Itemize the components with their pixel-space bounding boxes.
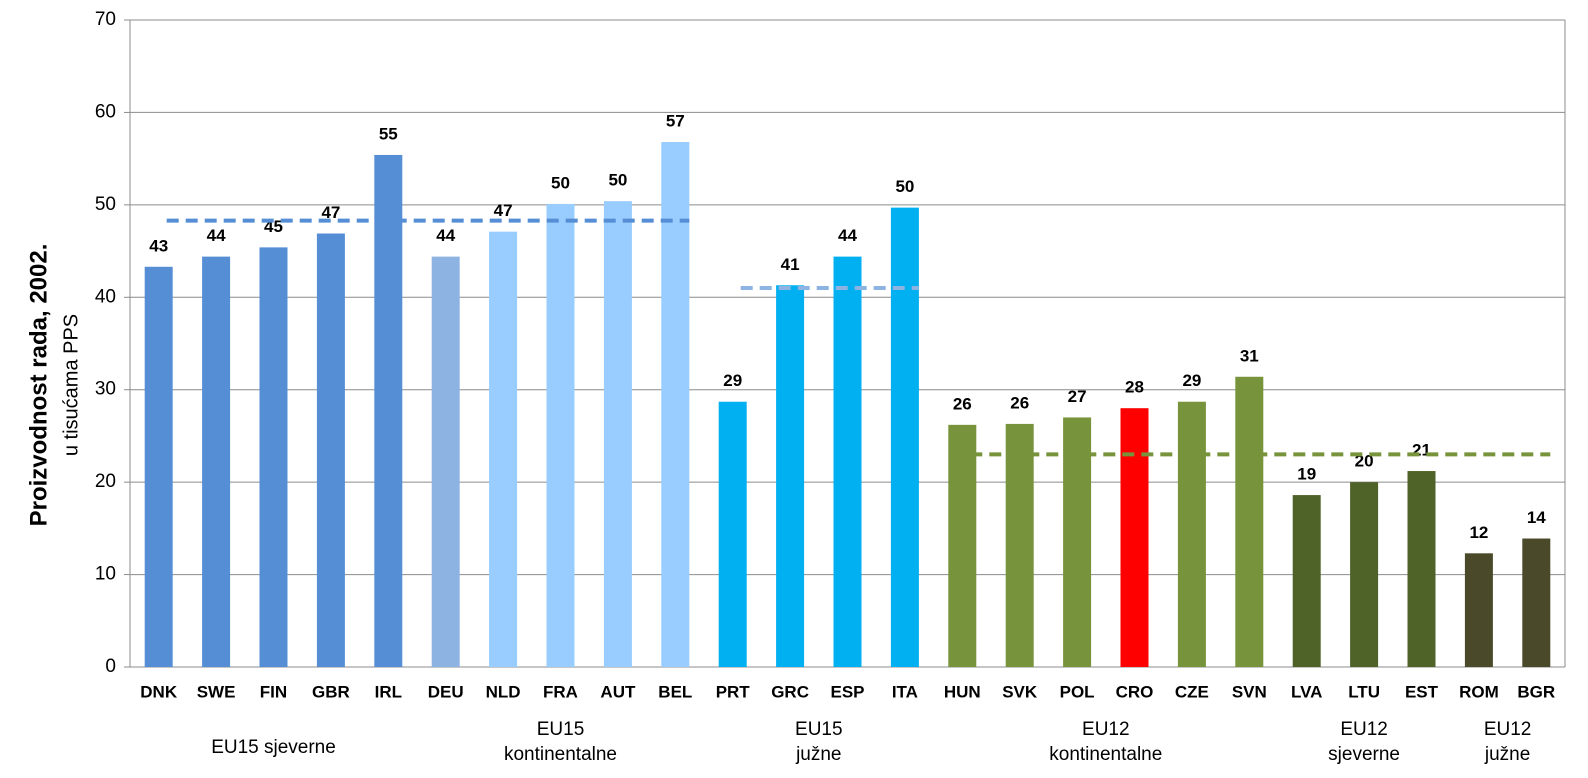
x-tick-label: GRC — [771, 682, 809, 701]
bar — [202, 256, 231, 667]
bar — [259, 247, 288, 668]
y-tick-label: 0 — [105, 656, 116, 677]
x-tick-label: FIN — [260, 682, 287, 701]
value-label: 47 — [494, 201, 513, 220]
bar — [374, 154, 403, 668]
value-label: 12 — [1469, 523, 1488, 542]
value-label: 41 — [781, 255, 800, 274]
bar — [833, 256, 862, 667]
value-label: 31 — [1240, 346, 1259, 365]
value-label: 19 — [1297, 465, 1316, 484]
x-tick-label: HUN — [944, 682, 981, 701]
bar — [144, 266, 173, 667]
bar — [776, 285, 805, 667]
value-label: 27 — [1068, 387, 1087, 406]
value-label: 50 — [895, 177, 914, 196]
x-tick-label: CZE — [1175, 682, 1209, 701]
bar — [1005, 423, 1034, 667]
x-tick-label: SVK — [1002, 682, 1038, 701]
value-label: 21 — [1412, 441, 1431, 460]
value-label: 14 — [1527, 508, 1546, 527]
x-tick-label: ITA — [892, 682, 918, 701]
bar — [1177, 401, 1206, 667]
value-label: 57 — [666, 111, 685, 130]
value-label: 44 — [838, 226, 857, 245]
x-tick-label: BEL — [658, 682, 692, 701]
x-tick-label: FRA — [543, 682, 578, 701]
x-tick-label: IRL — [375, 682, 402, 701]
value-label: 44 — [436, 226, 455, 245]
value-label: 50 — [551, 173, 570, 192]
x-tick-label: BGR — [1517, 682, 1555, 701]
bar — [661, 142, 690, 667]
bar — [603, 201, 632, 667]
bar — [431, 256, 460, 667]
x-tick-label: GBR — [312, 682, 350, 701]
bar — [1407, 471, 1436, 667]
bar — [948, 424, 977, 667]
x-tick-label: SVN — [1232, 682, 1267, 701]
bar — [718, 401, 747, 667]
value-label: 26 — [1010, 393, 1029, 412]
bar — [1235, 376, 1264, 667]
x-tick-label: AUT — [600, 682, 636, 701]
group-label: EU15 sjeverne — [211, 737, 336, 758]
x-tick-label: PRT — [716, 682, 751, 701]
bar — [489, 231, 518, 667]
y-tick-label: 10 — [95, 564, 116, 585]
bar — [316, 233, 345, 667]
group-label: EU12 — [1082, 719, 1130, 740]
bar — [1063, 417, 1092, 667]
bar — [1522, 538, 1551, 667]
x-tick-label: POL — [1060, 682, 1095, 701]
value-label: 55 — [379, 124, 398, 143]
x-tick-label: ROM — [1459, 682, 1499, 701]
bar — [546, 203, 575, 667]
value-label: 26 — [953, 394, 972, 413]
group-label: EU12 — [1484, 719, 1532, 740]
bar — [1464, 553, 1493, 667]
value-label: 43 — [149, 236, 168, 255]
bar — [890, 207, 919, 667]
value-label: 47 — [321, 203, 340, 222]
bar — [1350, 482, 1379, 667]
value-label: 29 — [1182, 371, 1201, 390]
y-tick-label: 50 — [95, 194, 116, 215]
x-tick-label: DNK — [140, 682, 178, 701]
y-tick-label: 60 — [95, 101, 116, 122]
x-tick-label: SWE — [197, 682, 236, 701]
y-axis-subtitle: u tisućama PPS — [60, 314, 82, 456]
x-tick-label: NLD — [486, 682, 521, 701]
bar — [1120, 408, 1149, 667]
bar — [1292, 495, 1321, 667]
y-tick-label: 30 — [95, 379, 116, 400]
x-tick-label: CRO — [1116, 682, 1154, 701]
group-label: EU15 — [537, 719, 585, 740]
y-tick-label: 70 — [95, 9, 116, 30]
group-label: južne — [1484, 744, 1530, 765]
group-label: sjeverne — [1328, 744, 1400, 765]
x-tick-label: LTU — [1348, 682, 1380, 701]
value-label: 28 — [1125, 378, 1144, 397]
group-label: EU12 — [1340, 719, 1388, 740]
x-tick-label: ESP — [830, 682, 864, 701]
value-label: 44 — [207, 226, 226, 245]
group-label: kontinentalne — [1049, 744, 1162, 765]
x-tick-label: DEU — [428, 682, 464, 701]
y-tick-label: 40 — [95, 286, 116, 307]
x-tick-label: LVA — [1291, 682, 1322, 701]
y-tick-label: 20 — [95, 471, 116, 492]
group-label: EU15 — [795, 719, 843, 740]
x-tick-label: EST — [1405, 682, 1439, 701]
y-axis-title: Proizvodnost rada, 2002. — [25, 244, 52, 527]
value-label: 29 — [723, 371, 742, 390]
group-label: kontinentalne — [504, 744, 617, 765]
group-label: južne — [795, 744, 841, 765]
value-label: 50 — [608, 171, 627, 190]
